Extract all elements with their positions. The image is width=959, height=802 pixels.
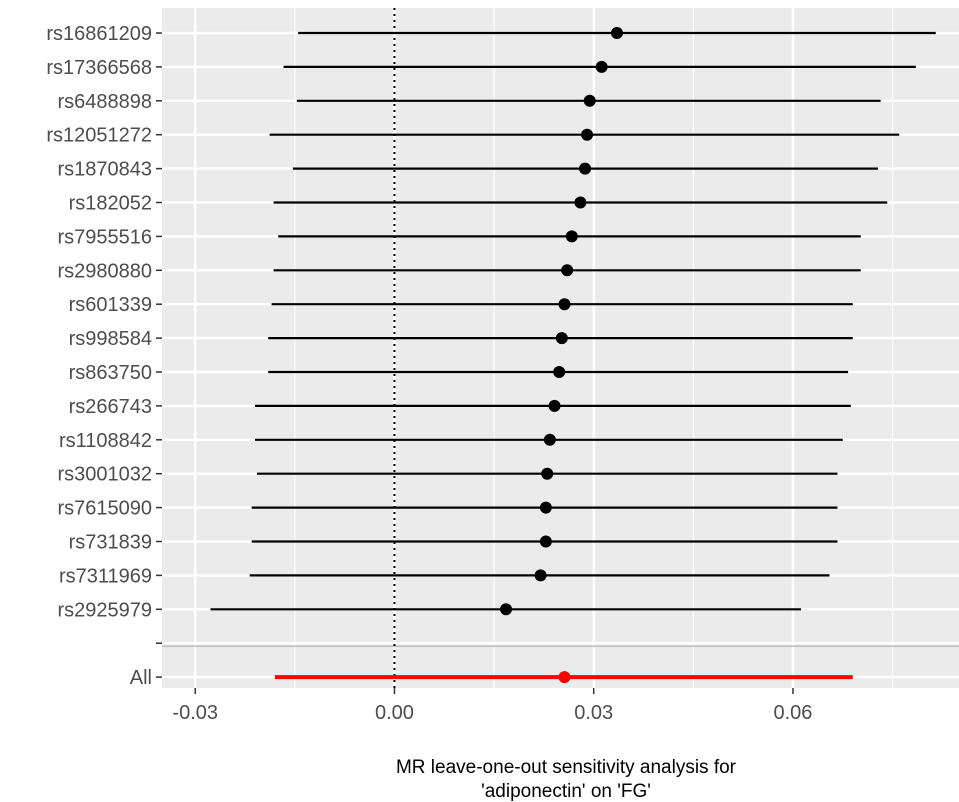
y-label-rs731839: rs731839 bbox=[69, 532, 152, 554]
x-tick-label: 0.00 bbox=[375, 702, 414, 724]
y-label-rs266743: rs266743 bbox=[69, 396, 152, 418]
y-label-rs2925979: rs2925979 bbox=[57, 599, 152, 621]
point-estimate-rs266743 bbox=[548, 399, 561, 412]
y-axis-labels: rs16861209 rs17366568 rs6488898 rs12051272 r… bbox=[46, 23, 152, 689]
point-estimate-rs6488898 bbox=[583, 94, 596, 107]
y-label-rs2980880: rs2980880 bbox=[57, 260, 152, 282]
point-estimate-rs863750 bbox=[553, 366, 566, 378]
point-estimate-rs182052 bbox=[574, 196, 587, 209]
x-tick-label: 0.06 bbox=[773, 702, 812, 724]
point-estimate-rs17366568 bbox=[595, 60, 608, 73]
point-estimate-rs2925979 bbox=[500, 603, 513, 616]
x-tick-label: -0.03 bbox=[172, 702, 218, 724]
y-label-rs998584: rs998584 bbox=[69, 328, 152, 350]
point-estimate-rs7955516 bbox=[565, 230, 578, 243]
y-label-rs7615090: rs7615090 bbox=[57, 498, 152, 520]
y-axis-ticks bbox=[156, 32, 162, 678]
point-estimate-rs16861209 bbox=[610, 27, 623, 39]
y-label-rs12051272: rs12051272 bbox=[46, 125, 152, 147]
point-estimate-rs601339 bbox=[558, 298, 571, 311]
y-label-All: All bbox=[130, 667, 152, 689]
x-axis-title-line-1: MR leave-one-out sensitivity analysis fo… bbox=[396, 757, 737, 778]
y-label-rs863750: rs863750 bbox=[69, 362, 152, 384]
point-estimate-rs7311969 bbox=[534, 569, 547, 582]
forest-marks bbox=[210, 27, 936, 684]
y-label-rs1870843: rs1870843 bbox=[57, 159, 152, 181]
y-label-rs7311969: rs7311969 bbox=[59, 565, 152, 587]
x-axis-title-line-2: 'adiponectin' on 'FG' bbox=[481, 781, 651, 802]
y-label-rs601339: rs601339 bbox=[69, 294, 152, 316]
y-label-rs17366568: rs17366568 bbox=[46, 57, 152, 79]
point-estimate-rs3001032 bbox=[541, 467, 554, 480]
point-estimate-rs998584 bbox=[555, 332, 568, 345]
point-estimate-All bbox=[558, 671, 571, 684]
point-estimate-rs2980880 bbox=[561, 264, 574, 277]
plot-panel bbox=[162, 8, 959, 688]
y-label-rs3001032: rs3001032 bbox=[57, 464, 152, 486]
point-estimate-rs1870843 bbox=[579, 162, 592, 175]
y-label-rs16861209: rs16861209 bbox=[46, 23, 152, 45]
x-tick-label: 0.03 bbox=[574, 702, 613, 724]
point-estimate-rs1108842 bbox=[543, 433, 556, 446]
point-estimate-rs12051272 bbox=[581, 128, 594, 141]
y-label-rs7955516: rs7955516 bbox=[57, 226, 152, 248]
x-axis: -0.03 0.00 0.03 0.06 bbox=[172, 688, 812, 724]
y-label-rs6488898: rs6488898 bbox=[57, 91, 152, 113]
point-estimate-rs7615090 bbox=[539, 501, 552, 514]
point-estimate-rs731839 bbox=[539, 535, 552, 548]
y-label-rs1108842: rs1108842 bbox=[59, 430, 152, 452]
y-label-rs182052: rs182052 bbox=[69, 193, 152, 215]
